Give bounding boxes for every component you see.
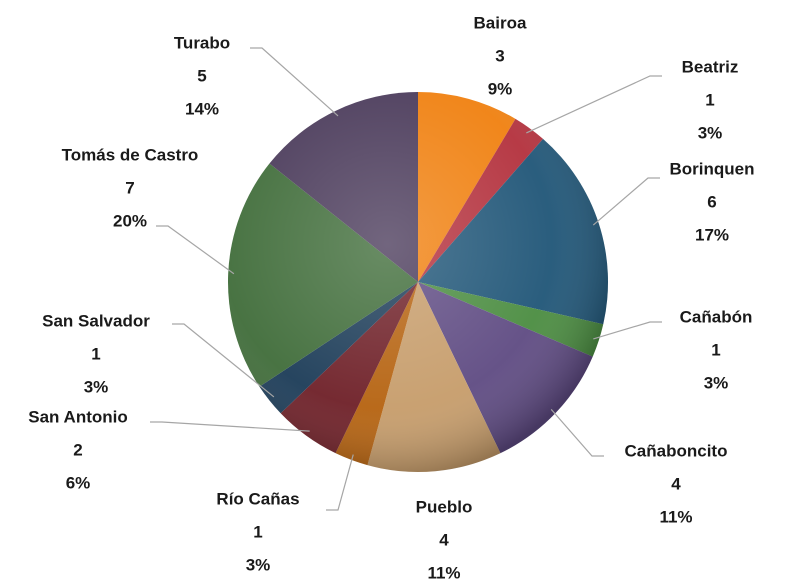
value-label: 6 — [707, 192, 716, 211]
category-label: Pueblo — [416, 497, 473, 516]
pie — [228, 92, 609, 473]
percent-label: 14% — [185, 99, 219, 118]
leader-line — [172, 323, 275, 398]
category-label: Bairoa — [474, 13, 527, 32]
leader-line — [150, 421, 310, 432]
percent-label: 11% — [659, 507, 692, 526]
leader-line — [326, 454, 354, 511]
value-label: 3 — [495, 46, 504, 65]
category-label: Cañabón — [680, 307, 753, 326]
category-label: Beatriz — [682, 57, 739, 76]
value-label: 1 — [705, 90, 714, 109]
value-label: 4 — [439, 530, 449, 549]
category-label: Río Cañas — [216, 489, 299, 508]
percent-label: 20% — [113, 211, 147, 230]
category-label: San Salvador — [42, 311, 150, 330]
percent-label: 9% — [488, 79, 513, 98]
value-label: 1 — [253, 522, 262, 541]
leader-line — [592, 177, 660, 226]
category-label: Borinquen — [670, 159, 755, 178]
value-label: 1 — [711, 340, 720, 359]
category-label: Tomás de Castro — [62, 145, 199, 164]
percent-label: 3% — [246, 555, 271, 574]
value-label: 5 — [197, 66, 206, 85]
labels: Bairoa 3 9% Beatriz 1 3% Borinquen 6 17% Cañabón 1… — [28, 13, 754, 580]
category-label: Turabo — [174, 33, 230, 52]
category-label: San Antonio — [28, 407, 127, 426]
category-label: Cañaboncito — [625, 441, 728, 460]
leader-line — [593, 321, 662, 340]
leader-line — [250, 47, 339, 117]
percent-label: 17% — [695, 225, 729, 244]
percent-label: 3% — [704, 373, 729, 392]
value-label: 7 — [125, 178, 134, 197]
value-label: 1 — [91, 344, 100, 363]
percent-label: 11% — [427, 563, 460, 580]
value-label: 4 — [671, 474, 681, 493]
percent-label: 3% — [84, 377, 109, 396]
value-label: 2 — [73, 440, 82, 459]
percent-label: 6% — [66, 473, 91, 492]
leader-line — [156, 225, 235, 275]
leader-line — [526, 75, 662, 134]
leader-line — [550, 408, 604, 457]
percent-label: 3% — [698, 123, 723, 142]
